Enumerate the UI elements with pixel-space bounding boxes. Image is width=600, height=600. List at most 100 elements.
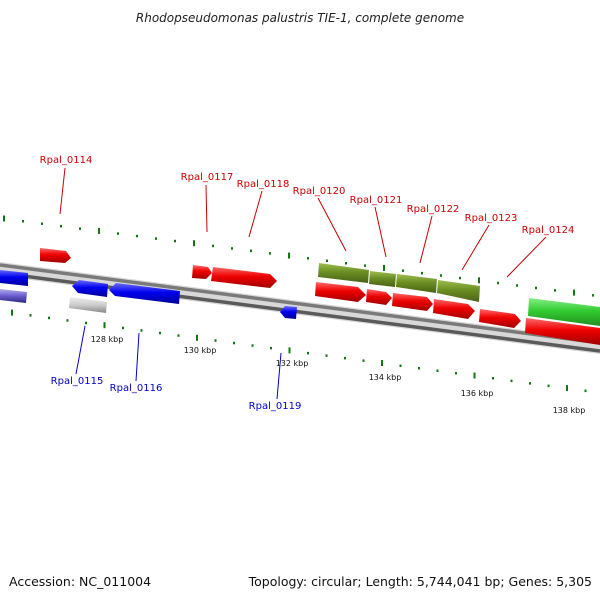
label-rpal-0122[interactable]: Rpal_0122 xyxy=(407,204,460,215)
tick-marks-outer xyxy=(3,215,594,297)
gene-rpal-0120-top[interactable] xyxy=(318,263,369,283)
label-rpal-0124[interactable]: Rpal_0124 xyxy=(522,225,575,236)
tick-mark xyxy=(326,259,328,262)
accession-label: Accession: NC_011004 xyxy=(9,574,151,589)
tick-mark xyxy=(402,269,404,272)
label-rpal-0123[interactable]: Rpal_0123 xyxy=(465,213,518,224)
tick-mark xyxy=(250,249,252,253)
tick-mark xyxy=(251,344,254,347)
gene-rpal-0123[interactable] xyxy=(433,299,475,319)
tick-mark xyxy=(440,274,442,277)
reverse-strand-genes xyxy=(0,270,297,319)
tick-mark xyxy=(193,240,195,247)
tick-mark xyxy=(492,377,494,380)
kbp-label-132: 132 kbp xyxy=(276,359,309,368)
tick-mark xyxy=(85,321,87,325)
kbp-label-130: 130 kbp xyxy=(184,346,217,355)
gene-red-right[interactable] xyxy=(525,318,600,345)
map-title: Rhodopseudomonas palustris TIE-1, comple… xyxy=(136,11,464,25)
label-rpal-0115[interactable]: Rpal_0115 xyxy=(51,376,104,387)
tick-mark xyxy=(547,384,550,388)
forward-gene-labels: Rpal_0114 Rpal_0117 Rpal_0118 Rpal_0120 … xyxy=(40,155,575,236)
kbp-scale-labels: 128 kbp 130 kbp 132 kbp 134 kbp 136 kbp … xyxy=(91,335,586,415)
gene-left-edge-blue[interactable] xyxy=(0,270,28,286)
label-rpal-0119[interactable]: Rpal_0119 xyxy=(249,401,302,412)
tick-mark xyxy=(174,239,176,243)
tick-mark xyxy=(212,244,214,248)
tick-mark xyxy=(288,252,290,259)
tick-mark xyxy=(344,356,346,360)
tick-mark xyxy=(383,264,385,271)
gene-rpal-0118[interactable] xyxy=(211,267,277,288)
gene-rpal-0123-top[interactable] xyxy=(437,280,480,302)
tick-mark xyxy=(3,215,5,222)
tick-mark xyxy=(307,351,309,355)
tick-mark xyxy=(584,389,587,393)
tick-mark xyxy=(497,281,499,285)
tick-mark xyxy=(325,354,328,357)
tick-mark xyxy=(214,339,217,342)
gene-grey-rna[interactable] xyxy=(69,297,107,313)
gene-rpal-0121[interactable] xyxy=(366,289,392,305)
tick-mark xyxy=(22,220,24,223)
kbp-label-136: 136 kbp xyxy=(461,389,494,398)
tick-mark xyxy=(364,264,366,267)
tick-mark xyxy=(196,334,198,341)
topology-label: Topology: circular; Length: 5,744,041 bp… xyxy=(248,574,592,589)
tick-mark xyxy=(79,227,81,230)
tick-mark xyxy=(529,382,531,385)
tick-mark xyxy=(269,252,271,255)
tick-mark xyxy=(155,237,157,240)
tick-mark xyxy=(516,284,518,287)
kbp-label-128: 128 kbp xyxy=(91,335,124,344)
tick-mark xyxy=(136,234,138,238)
tick-mark xyxy=(177,334,180,337)
tick-mark xyxy=(98,227,100,234)
gene-rpal-0116[interactable] xyxy=(109,283,180,304)
tick-mark xyxy=(473,372,476,379)
tick-mark xyxy=(233,341,235,345)
gene-rpal-0115[interactable] xyxy=(72,280,108,297)
kbp-label-134: 134 kbp xyxy=(369,373,402,382)
gene-rpal-0122-top[interactable] xyxy=(396,274,437,293)
reverse-gene-labels: Rpal_0115 Rpal_0116 Rpal_0119 xyxy=(51,376,302,412)
tick-mark xyxy=(436,369,439,372)
gene-rpal-0120[interactable] xyxy=(315,282,366,302)
tick-mark xyxy=(307,257,309,260)
tick-mark xyxy=(270,346,272,350)
tick-mark xyxy=(103,322,106,329)
kbp-label-138: 138 kbp xyxy=(553,406,586,415)
gene-rpal-0117[interactable] xyxy=(192,265,212,279)
tick-mark xyxy=(455,372,457,375)
tick-mark xyxy=(573,289,575,296)
tick-mark xyxy=(159,331,161,335)
tick-mark xyxy=(60,224,62,228)
tick-mark xyxy=(288,347,291,354)
tick-mark xyxy=(478,277,480,284)
gene-rpal-0122[interactable] xyxy=(392,293,433,311)
tick-mark xyxy=(48,316,50,320)
label-rpal-0114[interactable]: Rpal_0114 xyxy=(40,155,93,166)
label-rpal-0121[interactable]: Rpal_0121 xyxy=(350,195,403,206)
tick-mark xyxy=(418,367,420,370)
gene-rpal-0114[interactable] xyxy=(40,248,71,263)
gene-rpal-0124[interactable] xyxy=(479,309,521,328)
label-rpal-0117[interactable]: Rpal_0117 xyxy=(181,172,234,183)
tick-mark xyxy=(535,286,537,290)
tick-mark xyxy=(345,262,347,265)
gene-rpal-0121-top[interactable] xyxy=(369,271,396,287)
gene-rpal-0119[interactable] xyxy=(280,306,297,319)
tick-mark xyxy=(566,385,568,392)
tick-mark xyxy=(459,276,461,280)
label-rpal-0116[interactable]: Rpal_0116 xyxy=(110,383,163,394)
tick-marks-inner xyxy=(11,309,587,393)
label-rpal-0118[interactable]: Rpal_0118 xyxy=(237,179,290,190)
forward-strand-genes xyxy=(40,248,600,345)
label-rpal-0120[interactable]: Rpal_0120 xyxy=(293,186,346,197)
gene-green-right[interactable] xyxy=(528,298,600,326)
tick-mark xyxy=(140,329,143,332)
label-leader-lines xyxy=(59,167,547,400)
gene-left-edge-purple[interactable] xyxy=(0,289,27,303)
tick-mark xyxy=(41,222,43,225)
